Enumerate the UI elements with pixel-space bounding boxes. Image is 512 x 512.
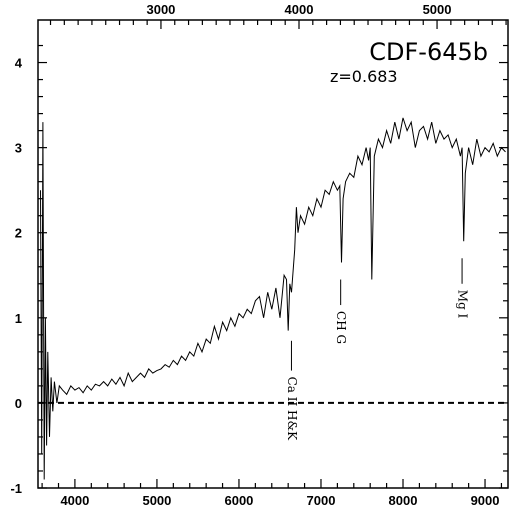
line-annotation: CH G <box>334 279 348 344</box>
y-tick-label: 4 <box>15 56 23 71</box>
line-annotation: Mg I <box>456 258 470 319</box>
line-annotations: Ca II H&K CH G Mg I <box>285 258 470 441</box>
top-tick-label: 3000 <box>146 2 175 17</box>
x-tick-label: 7000 <box>307 493 336 508</box>
axis-ticks <box>38 20 508 489</box>
annotation-label: Mg I <box>456 290 470 319</box>
annotation-label: Ca II H&K <box>285 377 299 442</box>
x-tick-label: 4000 <box>60 493 89 508</box>
chart-subtitle: z=0.683 <box>330 67 398 86</box>
y-tick-label: -1 <box>10 481 22 496</box>
tick-labels: 4000 5000 6000 7000 8000 9000 3000 4000 5000 -1 0 1… <box>10 2 499 508</box>
line-annotation: Ca II H&K <box>285 340 299 442</box>
top-tick-label: 4000 <box>285 2 314 17</box>
x-tick-label: 5000 <box>142 493 171 508</box>
x-tick-label: 9000 <box>471 493 500 508</box>
top-tick-label: 5000 <box>423 2 452 17</box>
chart-title: CDF-645b <box>369 38 488 66</box>
spectrum-line <box>40 117 506 480</box>
plot-frame <box>37 19 509 489</box>
y-tick-label: 0 <box>15 396 22 411</box>
y-tick-label: 2 <box>15 226 22 241</box>
x-tick-label: 8000 <box>389 493 418 508</box>
annotation-label: CH G <box>334 311 348 344</box>
y-tick-label: 1 <box>15 311 22 326</box>
x-tick-label: 6000 <box>224 493 253 508</box>
y-tick-label: 3 <box>15 141 22 156</box>
